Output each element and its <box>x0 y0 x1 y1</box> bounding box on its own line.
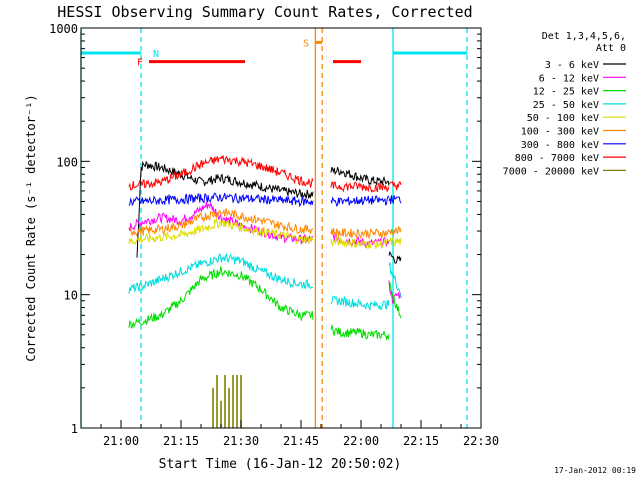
series-7 <box>128 155 402 193</box>
series-3 <box>128 252 402 311</box>
y-tick-label-0: 1 <box>71 422 78 436</box>
series-segment-1 <box>330 166 390 186</box>
legend-label-8: 7000 - 20000 keV <box>503 166 599 177</box>
legend-header-1: Att 0 <box>596 43 626 54</box>
chart-legend: Det 1,3,4,5,6,Att 0 3 - 6 keV 6 - 12 keV 12… <box>503 31 626 177</box>
legend-label-0: 3 - 6 keV <box>545 60 599 71</box>
series-segment-2 <box>388 281 402 319</box>
x-tick-label-4: 22:00 <box>343 434 379 448</box>
flag-label-f: F <box>137 58 143 69</box>
series-6 <box>128 192 402 208</box>
x-axis-label: Start Time (16-Jan-12 20:50:02) <box>159 457 402 472</box>
series-segment-1 <box>330 181 390 193</box>
series-5 <box>128 208 402 240</box>
series-segment-1 <box>330 323 390 341</box>
series-segment-2 <box>388 262 402 297</box>
series-4 <box>128 217 402 249</box>
x-tick-label-3: 21:45 <box>283 434 319 448</box>
series-segment-0 <box>128 265 314 329</box>
series-segment-2 <box>388 195 402 205</box>
y-tick-label-3: 1000 <box>49 22 78 36</box>
legend-label-3: 25 - 50 keV <box>533 100 599 111</box>
series-segment-2 <box>388 225 402 237</box>
series-segment-2 <box>389 181 402 191</box>
series-segment-2 <box>388 250 402 264</box>
series-segment-0 <box>128 155 314 191</box>
series-0 <box>136 160 402 264</box>
legend-label-6: 300 - 800 keV <box>521 140 599 151</box>
legend-label-1: 6 - 12 keV <box>539 73 599 84</box>
x-tick-label-6: 22:30 <box>463 434 499 448</box>
series-segment-2 <box>388 237 402 248</box>
series-segment-1 <box>330 295 390 311</box>
x-tick-label-5: 22:15 <box>403 434 439 448</box>
legend-label-7: 800 - 7000 keV <box>515 153 599 164</box>
x-tick-label-0: 21:00 <box>103 434 139 448</box>
chart-title: HESSI Observing Summary Count Rates, Cor… <box>57 3 472 21</box>
series-segment-0 <box>128 217 314 245</box>
series-2 <box>128 265 402 341</box>
legend-label-4: 50 - 100 keV <box>527 113 599 124</box>
series-segment-0 <box>136 160 314 258</box>
series-segment-1 <box>330 235 390 249</box>
chart-marks: NF S <box>80 28 468 428</box>
flag-label-n: N <box>153 49 159 60</box>
y-tick-label-2: 100 <box>56 155 78 169</box>
chart-axes: 21:00 21:15 21:30 21:45 22:00 22:15 22:30 1 10 10… <box>49 22 499 448</box>
series-segment-0 <box>128 252 314 294</box>
y-axis-label: Corrected Count Rate (s⁻¹ detector⁻¹) <box>24 94 38 361</box>
series-segment-0 <box>128 208 314 237</box>
legend-label-2: 12 - 25 keV <box>533 87 599 98</box>
x-tick-label-2: 21:30 <box>223 434 259 448</box>
legend-label-5: 100 - 300 keV <box>521 127 599 138</box>
plot-timestamp: 17-Jan-2012 00:19 <box>554 466 636 475</box>
y-tick-label-1: 10 <box>64 289 78 303</box>
legend-header-0: Det 1,3,4,5,6, <box>542 31 626 42</box>
series-segment-1 <box>330 195 390 207</box>
flag-label-s: S <box>303 38 309 49</box>
x-tick-label-1: 21:15 <box>163 434 199 448</box>
series-segment-0 <box>128 192 314 208</box>
series-8 <box>212 374 242 428</box>
series-segment-1 <box>330 227 390 240</box>
